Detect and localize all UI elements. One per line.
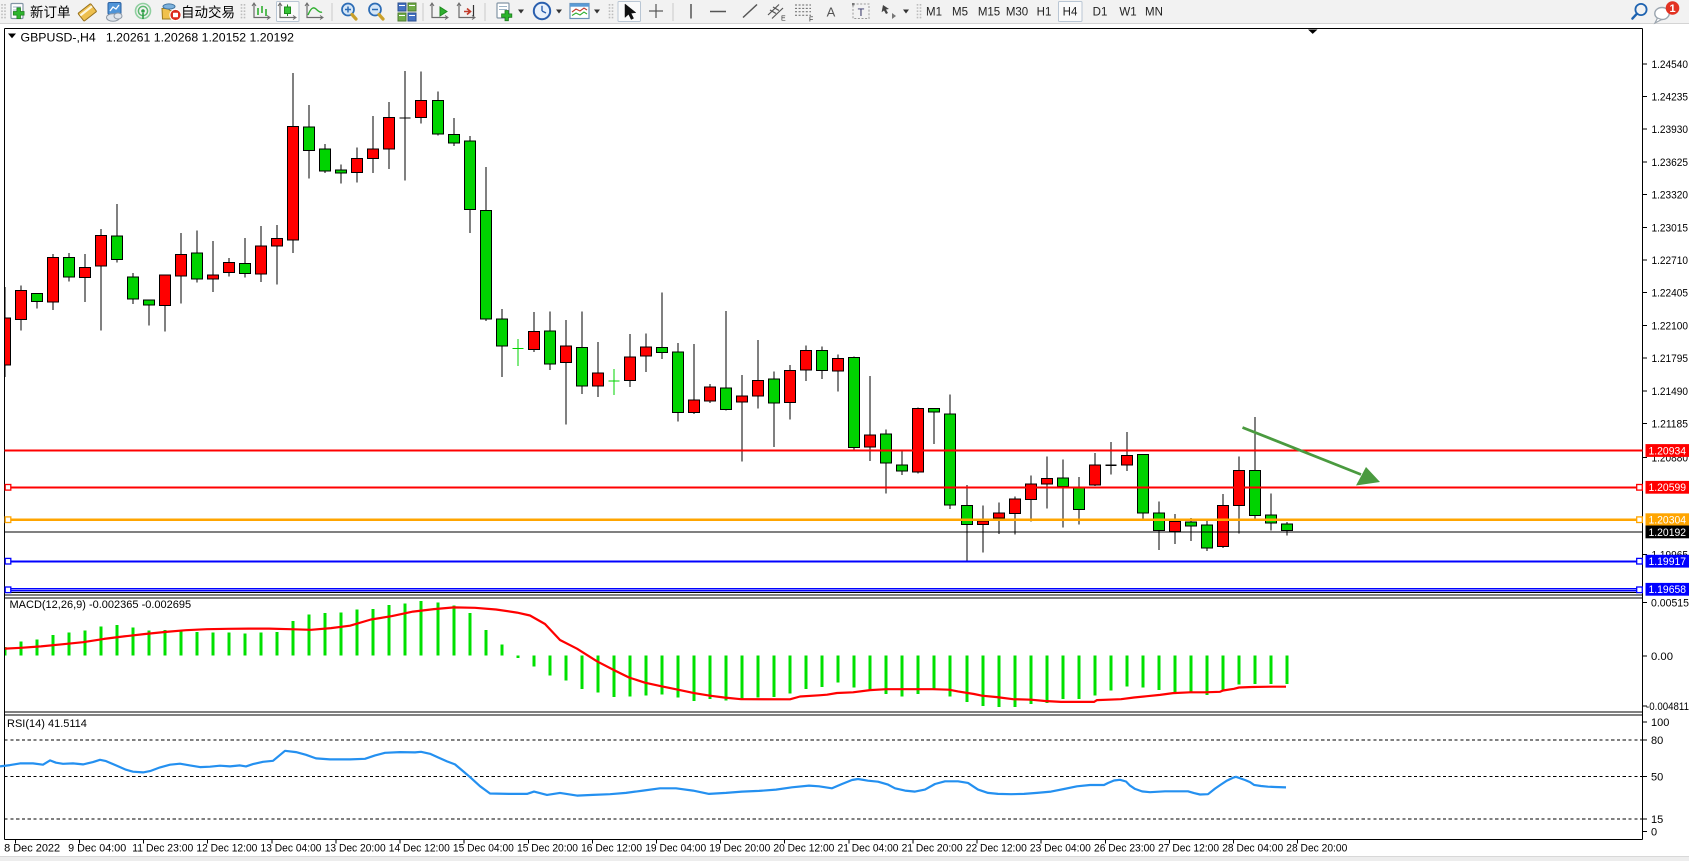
svg-text:RSI(14) 41.5114: RSI(14) 41.5114 bbox=[7, 718, 87, 730]
svg-text:9 Dec 04:00: 9 Dec 04:00 bbox=[68, 843, 126, 855]
svg-text:8 Dec 2022: 8 Dec 2022 bbox=[4, 843, 60, 855]
svg-text:19 Dec 20:00: 19 Dec 20:00 bbox=[709, 843, 770, 855]
svg-text:M1: M1 bbox=[926, 7, 942, 19]
svg-text:MACD(12,26,9) -0.002365 -0.002: MACD(12,26,9) -0.002365 -0.002695 bbox=[10, 599, 192, 611]
svg-text:0: 0 bbox=[1651, 827, 1657, 839]
svg-text:100: 100 bbox=[1651, 717, 1669, 729]
svg-text:0.00: 0.00 bbox=[1651, 651, 1673, 663]
svg-text:28 Dec 04:00: 28 Dec 04:00 bbox=[1222, 843, 1283, 855]
svg-text:-0.004811: -0.004811 bbox=[1646, 701, 1689, 713]
svg-text:1.20934: 1.20934 bbox=[1649, 445, 1687, 457]
svg-text:80: 80 bbox=[1651, 735, 1663, 747]
svg-text:A: A bbox=[827, 5, 836, 20]
svg-text:1.21185: 1.21185 bbox=[1652, 419, 1689, 431]
svg-text:21 Dec 20:00: 21 Dec 20:00 bbox=[902, 843, 963, 855]
svg-text:D1: D1 bbox=[1093, 7, 1108, 19]
svg-text:21 Dec 04:00: 21 Dec 04:00 bbox=[838, 843, 899, 855]
svg-text:W1: W1 bbox=[1119, 7, 1136, 19]
svg-text:1.23625: 1.23625 bbox=[1652, 157, 1689, 169]
svg-text:GBPUSD-,H4 1.20261 1.20268 1: GBPUSD-,H4 1.20261 1.20268 1.20152 1.201… bbox=[21, 31, 295, 45]
svg-text:11 Dec 23:00: 11 Dec 23:00 bbox=[132, 843, 193, 855]
svg-text:M15: M15 bbox=[978, 7, 1000, 19]
svg-text:1.20192: 1.20192 bbox=[1649, 527, 1687, 539]
svg-text:50: 50 bbox=[1651, 771, 1663, 783]
svg-text:M30: M30 bbox=[1006, 7, 1028, 19]
svg-text:1.23930: 1.23930 bbox=[1652, 124, 1689, 136]
svg-text:16 Dec 12:00: 16 Dec 12:00 bbox=[581, 843, 642, 855]
svg-text:15: 15 bbox=[1651, 814, 1663, 826]
svg-text:1.21795: 1.21795 bbox=[1652, 353, 1689, 365]
svg-text:13 Dec 04:00: 13 Dec 04:00 bbox=[261, 843, 322, 855]
svg-text:1.23015: 1.23015 bbox=[1652, 222, 1689, 234]
svg-text:M5: M5 bbox=[952, 7, 968, 19]
svg-text:1.23320: 1.23320 bbox=[1652, 190, 1689, 202]
svg-text:13 Dec 20:00: 13 Dec 20:00 bbox=[325, 843, 386, 855]
svg-text:新订单: 新订单 bbox=[30, 5, 71, 20]
svg-text:28 Dec 20:00: 28 Dec 20:00 bbox=[1286, 843, 1347, 855]
svg-text:H4: H4 bbox=[1063, 7, 1078, 19]
svg-text:12 Dec 12:00: 12 Dec 12:00 bbox=[196, 843, 257, 855]
svg-text:F: F bbox=[809, 17, 813, 24]
svg-text:23 Dec 04:00: 23 Dec 04:00 bbox=[1030, 843, 1091, 855]
svg-text:1.24540: 1.24540 bbox=[1652, 59, 1689, 71]
svg-text:1.22100: 1.22100 bbox=[1652, 320, 1689, 332]
svg-text:27 Dec 12:00: 27 Dec 12:00 bbox=[1158, 843, 1219, 855]
svg-text:1.20599: 1.20599 bbox=[1649, 482, 1687, 494]
svg-text:1.19917: 1.19917 bbox=[1649, 556, 1687, 568]
svg-text:14 Dec 12:00: 14 Dec 12:00 bbox=[389, 843, 450, 855]
svg-text:1.20304: 1.20304 bbox=[1649, 515, 1687, 527]
svg-text:1.21490: 1.21490 bbox=[1652, 386, 1689, 398]
svg-text:H1: H1 bbox=[1037, 7, 1052, 19]
svg-text:26 Dec 23:00: 26 Dec 23:00 bbox=[1094, 843, 1155, 855]
svg-text:20 Dec 12:00: 20 Dec 12:00 bbox=[773, 843, 834, 855]
svg-text:15 Dec 20:00: 15 Dec 20:00 bbox=[517, 843, 578, 855]
svg-text:1.22710: 1.22710 bbox=[1652, 255, 1689, 267]
svg-text:T: T bbox=[858, 7, 865, 19]
svg-text:15 Dec 04:00: 15 Dec 04:00 bbox=[453, 843, 514, 855]
svg-text:19 Dec 04:00: 19 Dec 04:00 bbox=[645, 843, 706, 855]
svg-text:E: E bbox=[781, 16, 786, 23]
svg-text:0.00515: 0.00515 bbox=[1651, 598, 1689, 610]
svg-text:1.22405: 1.22405 bbox=[1652, 288, 1689, 300]
svg-text:22 Dec 12:00: 22 Dec 12:00 bbox=[966, 843, 1027, 855]
svg-text:MN: MN bbox=[1145, 7, 1163, 19]
svg-text:1.19658: 1.19658 bbox=[1649, 584, 1687, 596]
svg-text:1.24235: 1.24235 bbox=[1652, 92, 1689, 104]
svg-text:自动交易: 自动交易 bbox=[181, 4, 235, 20]
svg-text:1: 1 bbox=[1669, 3, 1675, 15]
